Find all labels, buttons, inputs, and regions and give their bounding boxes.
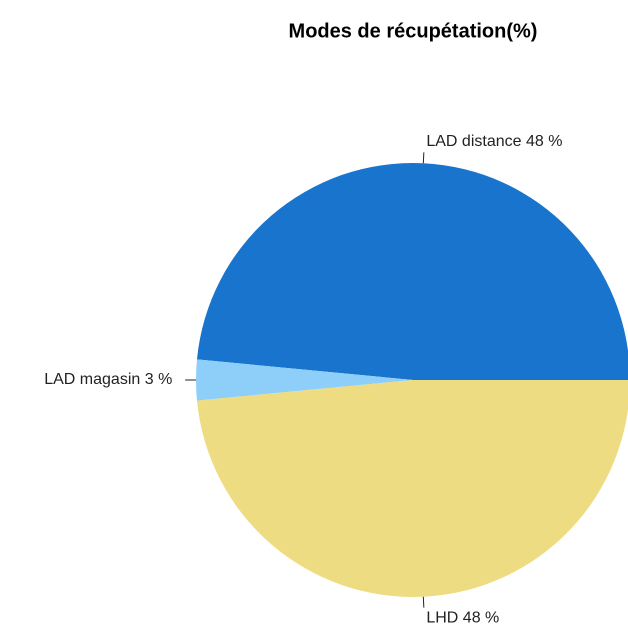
slice-label: LHD 48 %: [426, 610, 499, 627]
chart-title: Modes de récupétation(%): [289, 20, 538, 42]
label-leader: [422, 152, 425, 164]
pie-slice: [195, 359, 413, 401]
slice-label: LAD magasin 3 %: [44, 371, 172, 388]
pie-slice: [196, 163, 628, 380]
pie-slice: [196, 380, 628, 597]
slice-label: LAD distance 48 %: [426, 133, 562, 150]
label-leader: [422, 596, 425, 608]
